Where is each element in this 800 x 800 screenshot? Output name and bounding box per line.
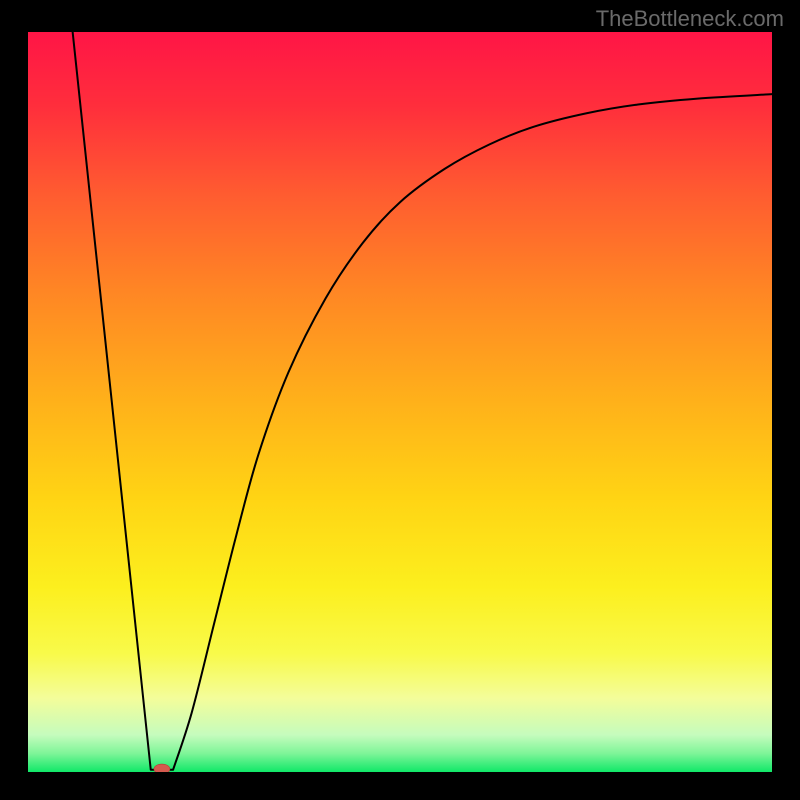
bottleneck-chart: TheBottleneck.com xyxy=(0,0,800,800)
watermark-text: TheBottleneck.com xyxy=(596,6,784,32)
plot-group xyxy=(28,32,772,774)
chart-svg xyxy=(0,0,800,800)
